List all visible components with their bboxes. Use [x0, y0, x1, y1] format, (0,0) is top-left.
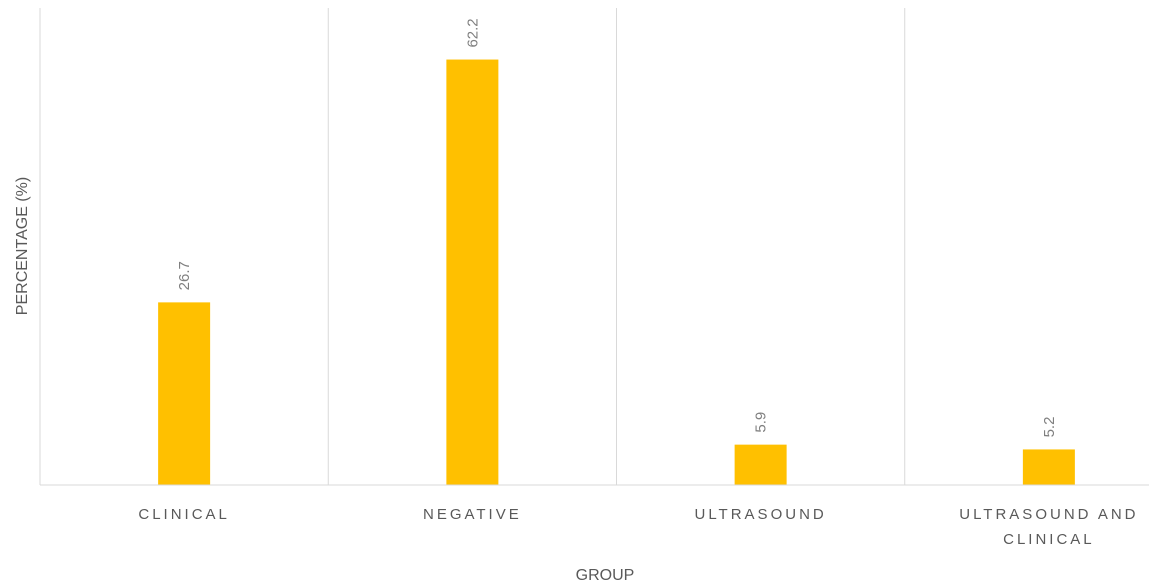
x-tick-label: ULTRASOUND [695, 506, 827, 523]
y-axis-title: PERCENTAGE (%) [14, 177, 31, 315]
x-tick-label: ULTRASOUND AND [959, 506, 1138, 523]
data-labels-group: 26.7 62.2 5.9 5.2 [176, 18, 1058, 437]
bar-negative [446, 59, 499, 485]
x-axis-title: GROUP [576, 567, 635, 584]
bar-ultrasound-and-clinical [1022, 449, 1075, 485]
bar-clinical [158, 302, 211, 485]
x-tick-label: CLINICAL [138, 506, 230, 523]
data-label: 62.2 [464, 18, 481, 47]
bar-ultrasound [734, 444, 787, 485]
category-gridlines [39, 8, 906, 485]
bars-group [158, 59, 1075, 485]
data-label: 5.2 [1041, 417, 1058, 438]
x-tick-labels-group: CLINICAL NEGATIVE ULTRASOUND ULTRASOUND AND… [138, 506, 1138, 548]
data-label: 26.7 [176, 261, 193, 290]
x-tick-label: CLINICAL [1003, 531, 1095, 548]
data-label: 5.9 [753, 412, 770, 433]
x-tick-label: NEGATIVE [423, 506, 522, 523]
